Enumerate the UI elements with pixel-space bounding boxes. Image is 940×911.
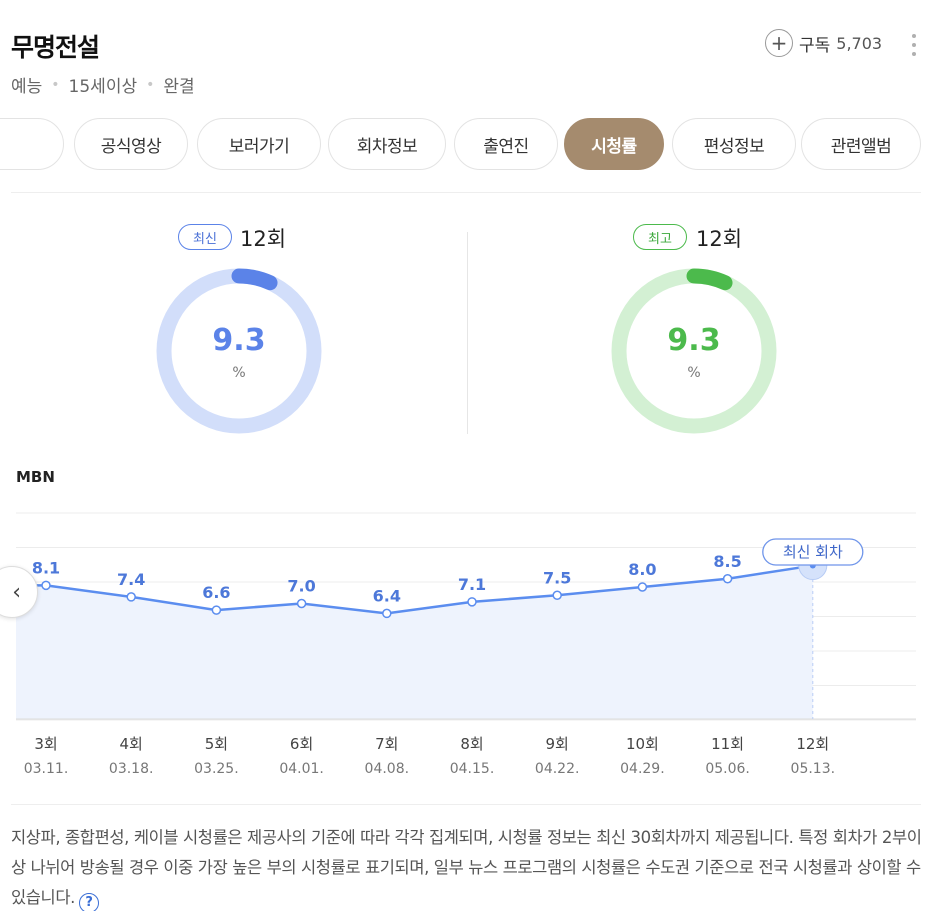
channel-label: MBN [16, 468, 55, 486]
x-tick-date: 04.01. [279, 761, 324, 777]
x-tick-date: 04.08. [365, 761, 410, 777]
x-tick-date: 03.18. [109, 761, 154, 777]
x-tick-date: 03.11. [24, 761, 69, 777]
data-label: 6.6 [202, 583, 230, 602]
data-point [552, 590, 562, 600]
more-options-icon[interactable] [912, 34, 918, 56]
best-rating-ring [611, 268, 777, 434]
data-label: 6.4 [373, 586, 401, 605]
data-label: 8.0 [628, 560, 656, 579]
data-point [722, 574, 733, 584]
data-label: 8.5 [713, 552, 741, 571]
meta-age-rating: 15세이상 [68, 77, 138, 97]
x-tick-episode: 10회 [626, 735, 659, 753]
best-rating-value: 9.3 [667, 323, 721, 358]
x-tick-episode: 9회 [546, 735, 569, 753]
x-tick-date: 04.29. [620, 761, 665, 777]
x-tick-date: 04.22. [535, 761, 580, 777]
meta-separator: • [146, 76, 155, 93]
latest-rating-value: 9.3 [212, 323, 266, 358]
latest-episode-callout-label: 최신 회차 [783, 543, 843, 561]
x-tick-episode: 3회 [34, 735, 57, 753]
x-tick-date: 03.25. [194, 761, 239, 777]
x-tick-episode: 11회 [711, 735, 744, 753]
latest-badge: 최신 [178, 224, 232, 250]
latest-rating-unit: % [232, 365, 246, 381]
meta-status: 완결 [163, 77, 195, 97]
data-label: 7.5 [543, 568, 571, 587]
program-meta: 예능 • 15세이상 • 완결 [11, 72, 195, 98]
latest-episode-callout [762, 538, 864, 566]
ratings-notice: 지상파, 종합편성, 케이블 시청률은 제공사의 기준에 따라 각각 집계되며,… [11, 823, 933, 911]
tab-schedule[interactable]: 편성정보 [672, 118, 796, 170]
divider [11, 192, 921, 193]
data-point [382, 608, 392, 619]
program-title: 무명전설 [11, 33, 100, 62]
data-point [126, 592, 136, 602]
x-tick-date: 04.15. [450, 761, 495, 777]
plus-icon: + [765, 29, 793, 57]
data-point [211, 605, 222, 615]
tab-watch[interactable]: 보러가기 [197, 118, 321, 170]
divider [11, 804, 921, 805]
x-tick-episode: 6회 [290, 735, 313, 753]
tab-ratings[interactable]: 시청률 [564, 118, 664, 170]
x-tick-date: 05.13. [791, 761, 836, 777]
latest-episode: 12회 [240, 227, 287, 251]
x-tick-episode: 5회 [205, 735, 228, 753]
x-tick-episode: 7회 [375, 735, 398, 753]
summary-divider [467, 232, 468, 434]
x-tick-date: 05.06. [705, 761, 750, 777]
subscribe-button[interactable]: + 구독 5,703 [765, 29, 882, 57]
data-label: 7.1 [458, 575, 486, 594]
area-fill [16, 565, 813, 719]
meta-separator: • [51, 76, 60, 93]
data-label: 7.0 [287, 577, 315, 596]
tab-cast[interactable]: 출연진 [454, 118, 558, 170]
help-icon[interactable]: ? [78, 893, 99, 911]
data-point [41, 580, 51, 591]
data-label: 7.4 [117, 570, 145, 589]
best-rating-unit: % [687, 365, 701, 381]
data-point [637, 582, 648, 592]
tab-episode-info[interactable]: 회차정보 [328, 118, 446, 170]
x-tick-episode: 12회 [796, 735, 829, 753]
latest-rating-ring [156, 268, 322, 434]
meta-genre: 예능 [11, 77, 43, 97]
data-point [296, 598, 307, 609]
ratings-line-chart: 8.1 3회 03.11. 7.4 4회 03.18. 6.6 5회 03.25. 7.0 6회 04… [16, 512, 916, 777]
best-badge: 최고 [633, 224, 687, 250]
subscribe-label: 구독 [799, 35, 831, 56]
data-point [467, 597, 477, 607]
best-episode: 12회 [696, 227, 743, 251]
data-label: 8.1 [32, 558, 60, 577]
x-tick-episode: 4회 [120, 735, 143, 753]
tab-official-videos[interactable]: 공식영상 [74, 118, 188, 170]
tab-related-albums[interactable]: 관련앨범 [801, 118, 921, 170]
tab-partial-hidden[interactable] [0, 118, 64, 170]
subscribe-count: 5,703 [836, 33, 883, 53]
notice-text: 지상파, 종합편성, 케이블 시청률은 제공사의 기준에 따라 각각 집계되며,… [11, 828, 922, 907]
x-tick-episode: 8회 [460, 735, 483, 753]
